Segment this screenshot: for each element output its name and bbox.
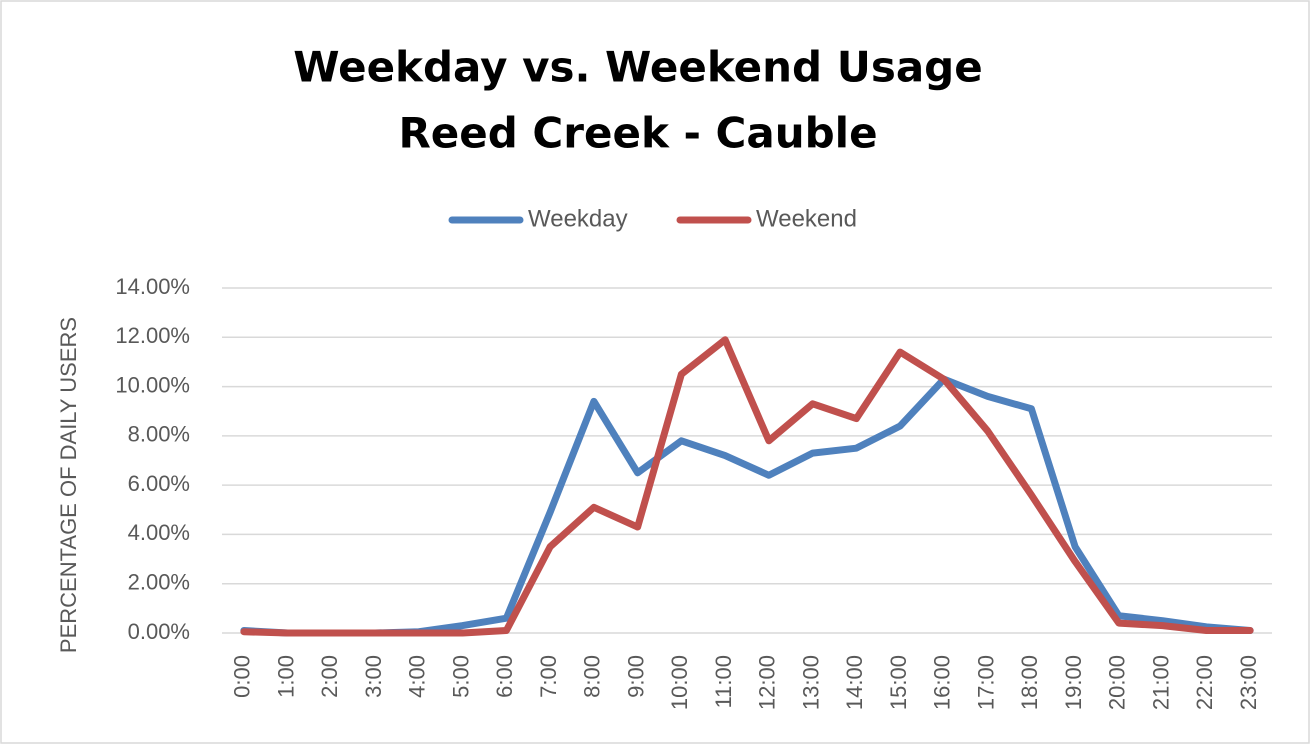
x-tick-label: 13:00 bbox=[798, 655, 823, 710]
x-tick-label: 6:00 bbox=[492, 655, 517, 698]
chart-subtitle: Reed Creek - Cauble bbox=[398, 109, 877, 158]
x-tick-label: 0:00 bbox=[230, 655, 255, 698]
y-tick-label: 10.00% bbox=[115, 372, 190, 397]
x-tick-label: 7:00 bbox=[536, 655, 561, 698]
legend-label: Weekend bbox=[756, 205, 857, 232]
x-tick-label: 2:00 bbox=[317, 655, 342, 698]
y-tick-label: 4.00% bbox=[128, 520, 190, 545]
x-tick-label: 10:00 bbox=[667, 655, 692, 710]
x-tick-label: 11:00 bbox=[711, 655, 736, 708]
y-tick-label: 2.00% bbox=[128, 570, 190, 595]
x-tick-label: 18:00 bbox=[1017, 655, 1042, 710]
x-tick-label: 23:00 bbox=[1236, 655, 1261, 710]
x-tick-label: 3:00 bbox=[361, 655, 386, 698]
x-tick-label: 1:00 bbox=[273, 655, 298, 698]
x-tick-label: 14:00 bbox=[842, 655, 867, 710]
x-tick-label: 15:00 bbox=[886, 655, 911, 710]
x-tick-label: 5:00 bbox=[448, 655, 473, 698]
x-tick-label: 8:00 bbox=[580, 655, 605, 698]
legend-label: Weekday bbox=[528, 205, 628, 232]
x-tick-label: 20:00 bbox=[1105, 655, 1130, 710]
x-tick-label: 9:00 bbox=[623, 655, 648, 698]
x-tick-label: 12:00 bbox=[755, 655, 780, 710]
y-tick-label: 12.00% bbox=[115, 323, 190, 348]
x-tick-label: 16:00 bbox=[930, 655, 955, 710]
x-tick-label: 17:00 bbox=[973, 655, 998, 710]
y-tick-label: 6.00% bbox=[128, 471, 190, 496]
y-tick-label: 8.00% bbox=[128, 422, 190, 447]
y-tick-label: 0.00% bbox=[128, 619, 190, 644]
x-tick-label: 22:00 bbox=[1192, 655, 1217, 710]
x-tick-label: 21:00 bbox=[1148, 655, 1173, 710]
series-line bbox=[240, 336, 1254, 637]
x-tick-label: 4:00 bbox=[405, 655, 430, 698]
chart-title: Weekday vs. Weekend Usage bbox=[293, 43, 982, 92]
x-tick-label: 19:00 bbox=[1061, 655, 1086, 710]
y-axis-label: PERCENTAGE OF DAILY USERS bbox=[56, 317, 81, 653]
y-tick-label: 14.00% bbox=[115, 274, 190, 299]
